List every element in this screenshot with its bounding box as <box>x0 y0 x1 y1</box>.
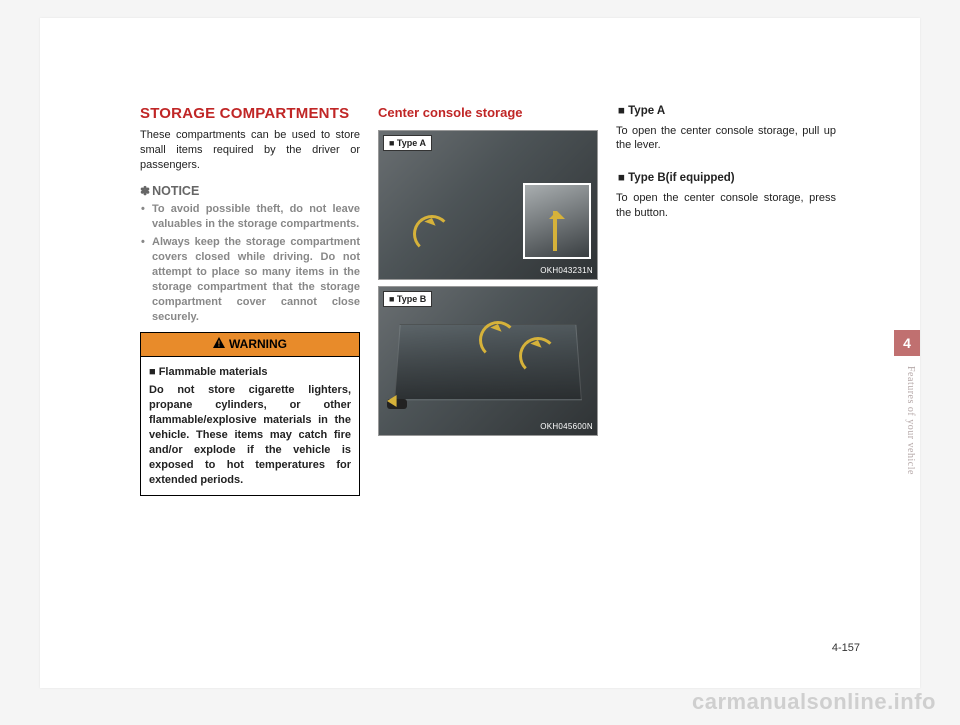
notice-item: Always keep the storage compartment cove… <box>152 235 360 324</box>
warning-text: Do not store cigarette lighters, propane… <box>149 383 351 487</box>
notice-list: To avoid possible theft, do not leave va… <box>140 202 360 325</box>
type-b-head-text: ■ Type B(if equipped) <box>618 172 735 184</box>
warning-body: ■ Flammable materials Do not store cigar… <box>141 357 359 496</box>
photo-a-inset <box>523 183 591 259</box>
type-a-text: To open the center console storage, pull… <box>616 124 836 154</box>
content-columns: STORAGE COMPARTMENTS These compartments … <box>140 104 860 638</box>
arrow-curve-icon <box>413 215 451 253</box>
photo-a-code: OKH043231N <box>540 266 593 277</box>
warning-header: ! WARNING <box>141 333 359 356</box>
photo-b-tag: ■ Type B <box>383 291 432 307</box>
type-b-text: To open the center console storage, pres… <box>616 191 836 221</box>
warning-box: ! WARNING ■ Flammable materials Do not s… <box>140 332 360 496</box>
notice-label: NOTICE <box>152 184 199 198</box>
notice-mark-icon: ✽ <box>140 184 150 198</box>
center-console-heading: Center console storage <box>378 104 598 122</box>
photo-a-tag: ■ Type A <box>383 135 432 151</box>
notice-item: To avoid possible theft, do not leave va… <box>152 202 360 232</box>
arrow-up-icon <box>553 211 557 251</box>
watermark: carmanualsonline.info <box>692 689 936 715</box>
spacer <box>616 161 836 171</box>
arrow-left-icon <box>378 395 397 407</box>
svg-text:!: ! <box>218 340 221 349</box>
middle-column: Center console storage ■ Type A OKH04323… <box>378 104 598 638</box>
notice-heading: ✽NOTICE <box>140 183 360 200</box>
arrow-curve-icon <box>479 321 517 359</box>
type-a-head-text: ■ Type A <box>618 105 665 117</box>
chapter-tab: 4 <box>894 330 920 356</box>
photo-type-b: ■ Type B OKH045600N <box>378 286 598 436</box>
section-title: STORAGE COMPARTMENTS <box>140 104 360 124</box>
page-number: 4-157 <box>832 642 860 654</box>
type-b-head: ■ Type B(if equipped) <box>616 171 836 187</box>
side-label: Features of your vehicle <box>905 366 916 475</box>
left-column: STORAGE COMPARTMENTS These compartments … <box>140 104 360 638</box>
warning-subheading: ■ Flammable materials <box>149 365 351 380</box>
intro-paragraph: These compartments can be used to store … <box>140 128 360 173</box>
warning-label: WARNING <box>229 337 287 351</box>
manual-page: STORAGE COMPARTMENTS These compartments … <box>40 18 920 688</box>
arrow-curve-icon <box>519 337 557 375</box>
warning-triangle-icon: ! <box>213 336 225 352</box>
photo-b-code: OKH045600N <box>540 422 593 433</box>
photo-type-a: ■ Type A OKH043231N <box>378 130 598 280</box>
right-column: ■ Type A To open the center console stor… <box>616 104 836 638</box>
type-a-head: ■ Type A <box>616 104 836 120</box>
